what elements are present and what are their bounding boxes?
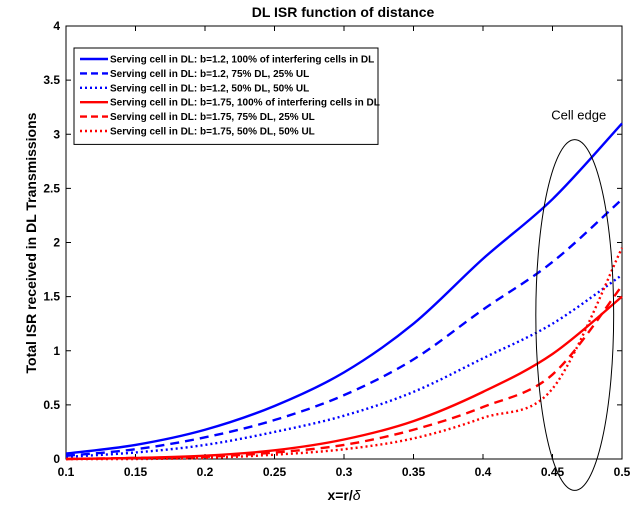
legend-label-3: Serving cell in DL: b=1.2, 50% DL, 50% U… bbox=[110, 83, 309, 94]
y-tick-label: 4 bbox=[53, 19, 60, 33]
legend-label-2: Serving cell in DL: b=1.2, 75% DL, 25% U… bbox=[110, 69, 309, 80]
legend-label-5: Serving cell in DL: b=1.75, 75% DL, 25% … bbox=[110, 112, 315, 123]
y-tick-label: 3.5 bbox=[43, 73, 60, 87]
legend: Serving cell in DL: b=1.2, 100% of inter… bbox=[74, 48, 380, 144]
x-axis-label: x=r/δ bbox=[327, 487, 360, 503]
legend-label-1: Serving cell in DL: b=1.2, 100% of inter… bbox=[110, 55, 374, 66]
x-tick-label: 0.1 bbox=[58, 465, 75, 479]
y-tick-label: 2.5 bbox=[43, 181, 60, 195]
y-tick-label: 1.5 bbox=[43, 290, 60, 304]
y-tick-label: 3 bbox=[53, 127, 60, 141]
x-tick-label: 0.15 bbox=[124, 465, 148, 479]
y-tick-label: 0 bbox=[53, 452, 60, 466]
legend-label-6: Serving cell in DL: b=1.75, 50% DL, 50% … bbox=[110, 127, 315, 138]
cell-edge-label: Cell edge bbox=[551, 108, 606, 123]
y-tick-label: 2 bbox=[53, 236, 60, 250]
y-tick-label: 1 bbox=[53, 344, 60, 358]
legend-label-4: Serving cell in DL: b=1.75, 100% of inte… bbox=[110, 98, 380, 109]
x-tick-label: 0.3 bbox=[336, 465, 353, 479]
x-tick-label: 0.25 bbox=[263, 465, 287, 479]
x-tick-label: 0.45 bbox=[541, 465, 565, 479]
x-tick-label: 0.2 bbox=[197, 465, 214, 479]
chart-title: DL ISR function of distance bbox=[252, 4, 435, 20]
x-tick-label: 0.35 bbox=[402, 465, 426, 479]
x-tick-label: 0.5 bbox=[614, 465, 631, 479]
y-tick-label: 0.5 bbox=[43, 398, 60, 412]
x-tick-label: 0.4 bbox=[475, 465, 492, 479]
y-axis-label: Total ISR received in DL Transmissions bbox=[23, 112, 39, 373]
